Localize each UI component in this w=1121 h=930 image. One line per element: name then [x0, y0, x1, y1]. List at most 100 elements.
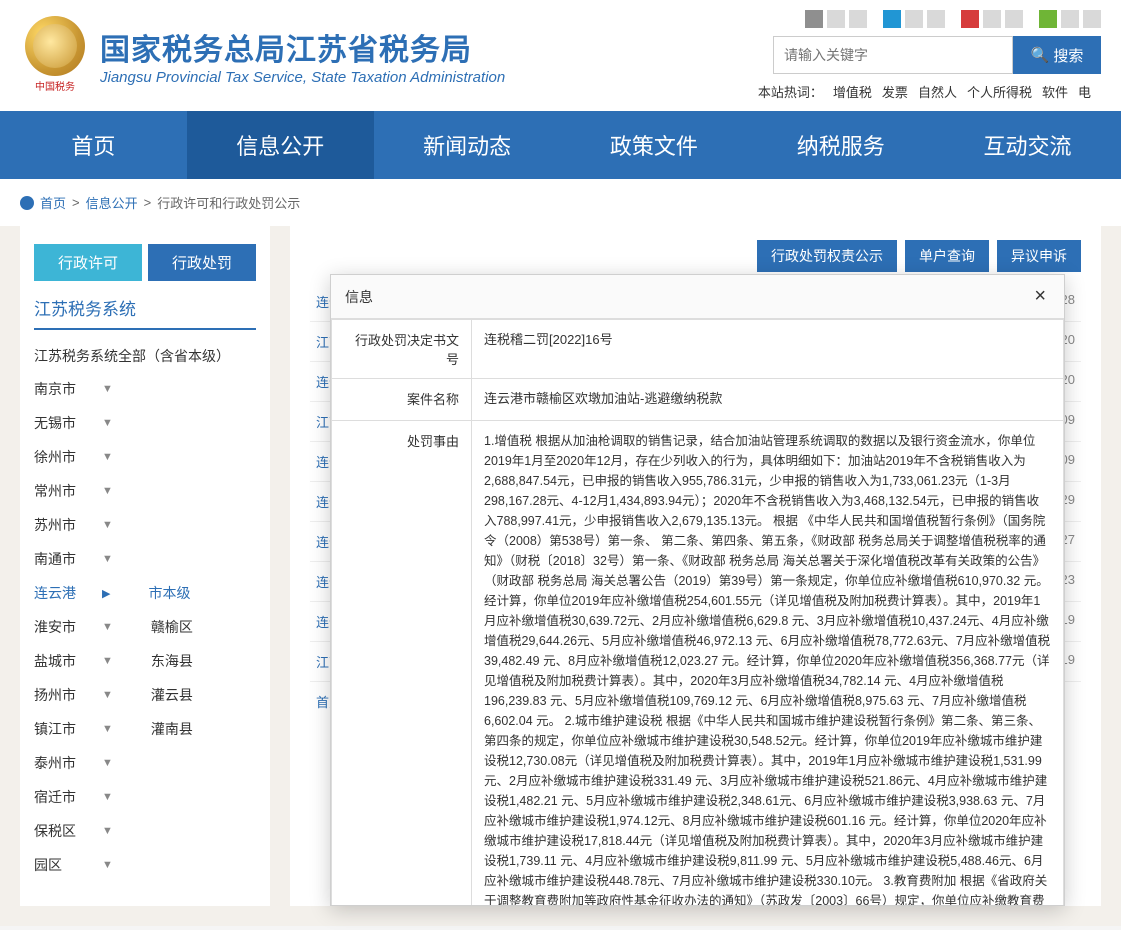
city-tree-row[interactable]: 连云港▶市本级 [34, 576, 256, 610]
chevron-down-icon: ▼ [102, 485, 113, 497]
emblem-caption: 中国税务 [35, 78, 75, 93]
nav-item[interactable]: 信息公开 [187, 111, 374, 179]
hot-word-link[interactable]: 个人所得税 [967, 85, 1032, 100]
close-icon[interactable]: × [1030, 285, 1050, 308]
info-field-value: 1.增值税 根据从加油枪调取的销售记录，结合加油站管理系统调取的数据以及银行资金… [472, 420, 1064, 905]
district-label[interactable]: 市本级 [148, 583, 190, 603]
city-tree-row[interactable]: 苏州市▼ [34, 508, 256, 542]
info-field-label: 案件名称 [332, 379, 472, 421]
nav-item[interactable]: 政策文件 [560, 111, 747, 179]
chevron-down-icon: ▼ [102, 791, 113, 803]
nav-item[interactable]: 新闻动态 [374, 111, 561, 179]
location-pin-icon [20, 196, 34, 210]
city-label: 盐城市 [34, 651, 94, 671]
theme-swatch[interactable] [1039, 10, 1057, 28]
city-label: 镇江市 [34, 719, 94, 739]
theme-swatch[interactable] [961, 10, 979, 28]
search-row: 🔍 搜索 [773, 36, 1101, 74]
hot-word-link[interactable]: 自然人 [918, 85, 957, 100]
city-tree-row[interactable]: 南京市 ▼ [34, 372, 256, 406]
nav-item[interactable]: 首页 [0, 111, 187, 179]
theme-swatch[interactable] [827, 10, 845, 28]
city-tree-row[interactable]: 扬州市 ▼ 灌云县 [34, 678, 256, 712]
theme-swatch[interactable] [905, 10, 923, 28]
chevron-right-icon: ▶ [102, 587, 110, 600]
site-header: 中国税务 国家税务总局江苏省税务局 Jiangsu Provincial Tax… [0, 0, 1121, 111]
city-tree-row[interactable]: 镇江市▼灌南县 [34, 712, 256, 746]
theme-swatch[interactable] [983, 10, 1001, 28]
city-tree-row[interactable]: 泰州市 ▼ [34, 746, 256, 780]
main-action-button[interactable]: 单户查询 [905, 240, 989, 272]
sidebar-tabs: 行政许可行政处罚 [34, 244, 256, 281]
chevron-down-icon: ▼ [102, 417, 113, 429]
nav-item[interactable]: 纳税服务 [747, 111, 934, 179]
sidebar-title: 江苏税务系统 [34, 295, 256, 330]
city-tree-row[interactable]: 园区▼ [34, 848, 256, 882]
main-action-bar: 行政处罚权责公示单户查询异议申诉 [310, 240, 1081, 272]
hot-words-row: 本站热词： 增值税发票自然人个人所得税软件电 [758, 82, 1101, 101]
sidebar-tab[interactable]: 行政处罚 [148, 244, 256, 281]
main-action-button[interactable]: 异议申诉 [997, 240, 1081, 272]
city-label: 无锡市 [34, 413, 94, 433]
chevron-down-icon: ▼ [102, 689, 113, 701]
theme-swatch[interactable] [1005, 10, 1023, 28]
hot-word-link[interactable]: 增值税 [833, 85, 872, 100]
city-tree-row[interactable]: 南通市▼ [34, 542, 256, 576]
district-label[interactable]: 灌云县 [151, 685, 193, 705]
modal-header: 信息 × [331, 275, 1064, 319]
search-input[interactable] [773, 36, 1013, 74]
hot-word-link[interactable]: 软件 [1042, 85, 1068, 100]
sidebar-all-option[interactable]: 江苏税务系统全部（含省本级） [34, 340, 256, 372]
sidebar: 行政许可行政处罚 江苏税务系统 江苏税务系统全部（含省本级） 南京市 ▼ 无锡市 ▼ 徐… [20, 226, 270, 906]
breadcrumb-home[interactable]: 首页 [40, 193, 66, 212]
site-title-en: Jiangsu Provincial Tax Service, State Ta… [100, 69, 505, 86]
chevron-down-icon: ▼ [102, 655, 113, 667]
chevron-down-icon: ▼ [102, 383, 113, 395]
city-tree-row[interactable]: 保税区▼ [34, 814, 256, 848]
search-button[interactable]: 🔍 搜索 [1013, 36, 1101, 74]
chevron-down-icon: ▼ [102, 825, 113, 837]
chevron-down-icon: ▼ [102, 553, 113, 565]
district-label[interactable]: 灌南县 [151, 719, 193, 739]
city-label: 南京市 [34, 379, 94, 399]
theme-swatch[interactable] [1061, 10, 1079, 28]
info-field-label: 处罚事由 [332, 420, 472, 905]
logo-block: 中国税务 国家税务总局江苏省税务局 Jiangsu Provincial Tax… [20, 16, 505, 96]
theme-swatch[interactable] [1083, 10, 1101, 28]
tax-emblem-icon: 中国税务 [20, 16, 90, 96]
chevron-down-icon: ▼ [102, 519, 113, 531]
city-tree-row[interactable]: 宿迁市▼ [34, 780, 256, 814]
hot-word-link[interactable]: 电 [1078, 85, 1091, 100]
info-row: 处罚事由1.增值税 根据从加油枪调取的销售记录，结合加油站管理系统调取的数据以及… [332, 420, 1064, 905]
modal-title: 信息 [345, 287, 373, 307]
body-layout: 行政许可行政处罚 江苏税务系统 江苏税务系统全部（含省本级） 南京市 ▼ 无锡市 ▼ 徐… [0, 226, 1121, 926]
district-label[interactable]: 赣榆区 [151, 617, 193, 637]
theme-swatch[interactable] [849, 10, 867, 28]
city-tree-row[interactable]: 徐州市▼ [34, 440, 256, 474]
city-tree-row[interactable]: 常州市 ▼ [34, 474, 256, 508]
city-label: 常州市 [34, 481, 94, 501]
nav-item[interactable]: 互动交流 [934, 111, 1121, 179]
chevron-down-icon: ▼ [102, 621, 113, 633]
info-field-label: 行政处罚决定书文号 [332, 320, 472, 379]
city-label: 扬州市 [34, 685, 94, 705]
district-label[interactable]: 东海县 [151, 651, 193, 671]
breadcrumb: 首页 > 信息公开 > 行政许可和行政处罚公示 [0, 179, 1121, 226]
city-tree-row[interactable]: 淮安市▼赣榆区 [34, 610, 256, 644]
city-tree-row[interactable]: 盐城市 ▼ 东海县 [34, 644, 256, 678]
breadcrumb-level1[interactable]: 信息公开 [86, 193, 138, 212]
theme-swatch[interactable] [883, 10, 901, 28]
info-row: 行政处罚决定书文号连税稽二罚[2022]16号 [332, 320, 1064, 379]
theme-color-strip [805, 10, 1101, 28]
city-tree-row[interactable]: 无锡市 ▼ [34, 406, 256, 440]
site-title-cn: 国家税务总局江苏省税务局 [100, 25, 505, 69]
site-title: 国家税务总局江苏省税务局 Jiangsu Provincial Tax Serv… [100, 25, 505, 86]
theme-swatch[interactable] [927, 10, 945, 28]
city-label: 泰州市 [34, 753, 94, 773]
info-field-value: 连云港市赣榆区欢墩加油站-逃避缴纳税款 [472, 379, 1064, 421]
main-action-button[interactable]: 行政处罚权责公示 [757, 240, 897, 272]
hot-word-link[interactable]: 发票 [882, 85, 908, 100]
chevron-down-icon: ▼ [102, 757, 113, 769]
sidebar-tab[interactable]: 行政许可 [34, 244, 142, 281]
theme-swatch[interactable] [805, 10, 823, 28]
